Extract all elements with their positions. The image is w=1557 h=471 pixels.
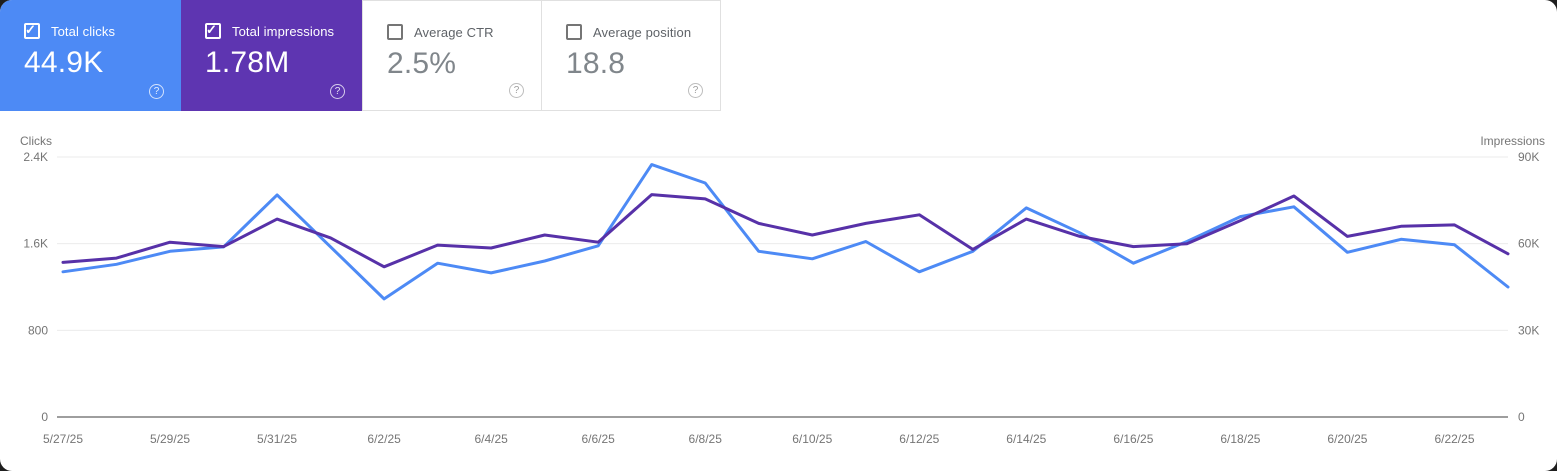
total-clicks-checkbox[interactable]: [24, 22, 40, 39]
x-axis-date-label: 5/31/25: [257, 432, 297, 446]
help-icon[interactable]: ?: [688, 83, 703, 98]
metric-card-total-clicks[interactable]: Total clicks 44.9K ?: [0, 0, 181, 111]
average-ctr-value: 2.5%: [387, 47, 457, 80]
performance-line-chart: Clicks Impressions 2.4K 1.6K 800 0 90K 60K 30K 0 5…: [0, 130, 1557, 471]
average-ctr-checkbox[interactable]: [387, 24, 403, 40]
left-axis-tick: 800: [28, 323, 48, 337]
chart-canvas: Clicks Impressions 2.4K 1.6K 800 0 90K 60K 30K 0 5…: [20, 134, 1545, 446]
left-axis-title: Clicks: [20, 134, 52, 148]
impressions-line: [61, 193, 1510, 269]
x-axis-date-label: 6/2/25: [367, 432, 401, 446]
right-axis-tick: 0: [1518, 410, 1525, 424]
metric-card-average-position[interactable]: Average position 18.8 ?: [541, 0, 721, 111]
total-clicks-value: 44.9K: [24, 46, 104, 79]
total-clicks-label: Total clicks: [51, 23, 116, 39]
x-axis-date-label: 6/18/25: [1220, 432, 1260, 446]
x-axis-date-label: 5/27/25: [43, 432, 83, 446]
right-axis-tick: 90K: [1518, 150, 1539, 164]
total-impressions-checkbox[interactable]: [205, 22, 221, 39]
left-axis-tick: 1.6K: [23, 237, 48, 251]
x-axis-date-label: 6/8/25: [689, 432, 723, 446]
x-axis-date-label: 6/22/25: [1434, 432, 1474, 446]
left-axis-tick: 2.4K: [23, 150, 48, 164]
clicks-line: [61, 163, 1510, 301]
right-axis-title: Impressions: [1480, 134, 1545, 148]
x-axis-date-label: 6/20/25: [1327, 432, 1367, 446]
total-impressions-label: Total impressions: [232, 23, 335, 39]
average-ctr-label: Average CTR: [414, 24, 494, 40]
metric-card-average-ctr[interactable]: Average CTR 2.5% ?: [362, 0, 542, 111]
help-icon[interactable]: ?: [509, 83, 524, 98]
x-axis-date-label: 5/29/25: [150, 432, 190, 446]
x-axis-date-label: 6/10/25: [792, 432, 832, 446]
x-axis-date-label: 6/14/25: [1006, 432, 1046, 446]
metric-card-total-impressions[interactable]: Total impressions 1.78M ?: [181, 0, 362, 111]
x-axis-date-label: 6/16/25: [1113, 432, 1153, 446]
metric-cards-row: Total clicks 44.9K ? Total impressions 1…: [0, 0, 721, 111]
right-axis-tick: 30K: [1518, 323, 1539, 337]
x-axis-date-label: 6/6/25: [581, 432, 615, 446]
help-icon[interactable]: ?: [149, 84, 164, 99]
average-position-checkbox[interactable]: [566, 24, 582, 40]
x-axis-date-label: 6/12/25: [899, 432, 939, 446]
left-axis-tick: 0: [41, 410, 48, 424]
x-axis-date-label: 6/4/25: [474, 432, 508, 446]
average-position-label: Average position: [593, 24, 692, 40]
help-icon[interactable]: ?: [330, 84, 345, 99]
right-axis-tick: 60K: [1518, 237, 1539, 251]
total-impressions-value: 1.78M: [205, 46, 290, 79]
average-position-value: 18.8: [566, 47, 626, 80]
